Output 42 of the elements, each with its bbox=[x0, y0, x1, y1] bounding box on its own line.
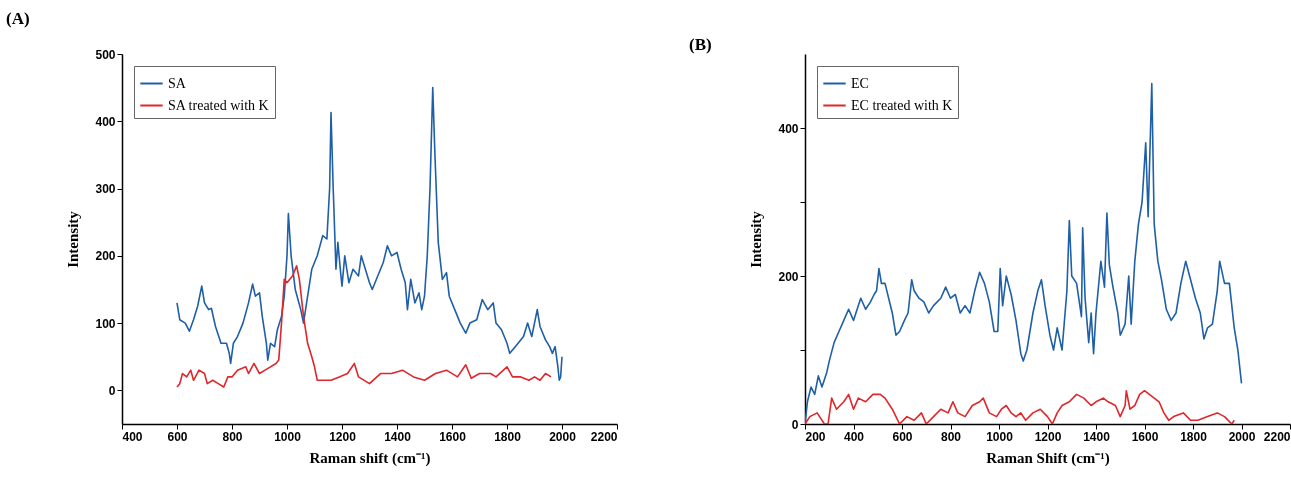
x-tick-label: 600 bbox=[892, 429, 913, 444]
x-tick-label: 2200 bbox=[1263, 429, 1291, 444]
x-tick-label: 1200 bbox=[329, 429, 357, 444]
y-tick-label: 200 bbox=[95, 249, 116, 264]
x-tick-label: 1600 bbox=[1131, 429, 1159, 444]
y-tick-label: 400 bbox=[778, 121, 799, 136]
legend-label: SA bbox=[168, 75, 187, 91]
y-tick-label: 100 bbox=[95, 316, 116, 331]
x-axis-title: Raman shift (cm⁻¹) bbox=[309, 449, 431, 467]
y-tick-label: 500 bbox=[95, 47, 116, 62]
y-tick-label: 0 bbox=[108, 383, 116, 398]
y-tick-label: 200 bbox=[778, 269, 799, 284]
y-tick-label: 0 bbox=[791, 417, 799, 432]
x-tick-label: 2000 bbox=[1228, 429, 1256, 444]
x-tick-label: 600 bbox=[167, 429, 188, 444]
y-axis-title: Intensity bbox=[65, 210, 82, 268]
y-tick-label: 300 bbox=[95, 182, 116, 197]
x-tick-label: 200 bbox=[805, 429, 826, 444]
y-tick-label: 400 bbox=[95, 114, 116, 129]
line-series bbox=[805, 389, 1236, 424]
x-tick-label: 400 bbox=[843, 429, 865, 444]
x-tick-label: 1000 bbox=[986, 429, 1014, 444]
x-tick-label: 1400 bbox=[384, 429, 412, 444]
x-tick-label: 1400 bbox=[1083, 429, 1111, 444]
x-tick-label: 1600 bbox=[439, 429, 467, 444]
x-axis-title: Raman Shift (cm⁻¹) bbox=[986, 449, 1110, 467]
x-tick-label: 1800 bbox=[494, 429, 522, 444]
chart-title: (B) bbox=[688, 35, 712, 54]
x-tick-label: 1000 bbox=[274, 429, 302, 444]
x-tick-label: 400 bbox=[122, 429, 143, 444]
legend-label: EC treated with K bbox=[851, 97, 953, 113]
x-tick-label: 800 bbox=[222, 429, 243, 444]
chart-title: (A) bbox=[5, 9, 30, 28]
x-tick-label: 2000 bbox=[549, 429, 577, 444]
y-axis-title: Intensity bbox=[748, 210, 765, 268]
x-tick-label: 1200 bbox=[1034, 429, 1062, 444]
x-tick-label: 1800 bbox=[1180, 429, 1208, 444]
legend-label: SA treated with K bbox=[168, 97, 269, 113]
line-series bbox=[176, 265, 552, 388]
x-tick-label: 2200 bbox=[590, 429, 618, 444]
x-tick-label: 800 bbox=[940, 429, 962, 444]
legend-label: EC bbox=[851, 75, 869, 91]
